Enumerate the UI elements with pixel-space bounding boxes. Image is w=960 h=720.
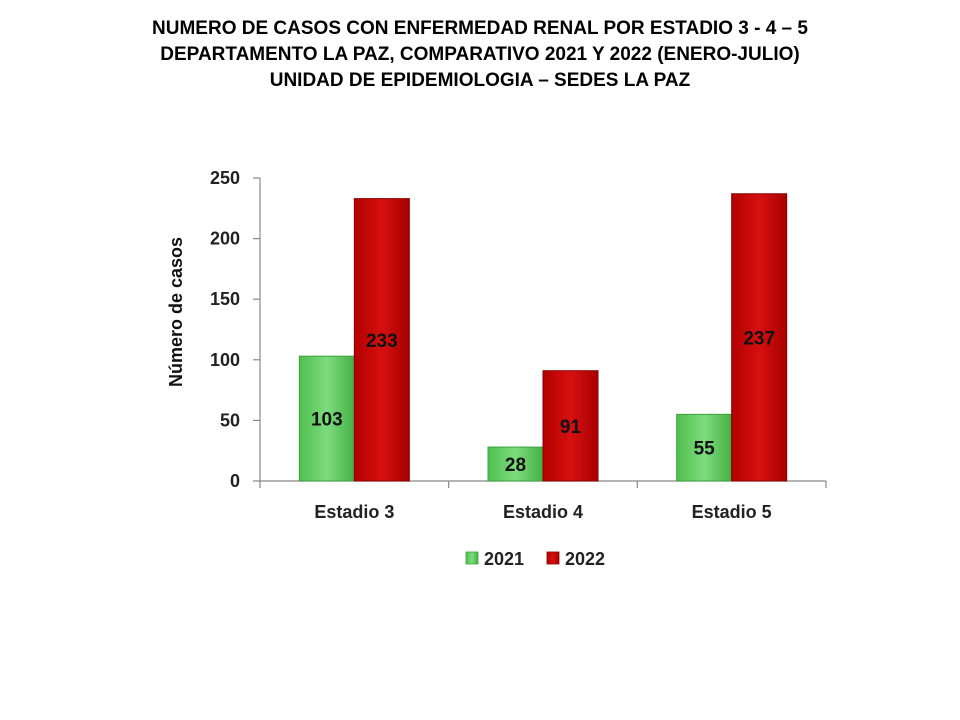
title-line-3: UNIDAD DE EPIDEMIOLOGIA – SEDES LA PAZ: [269, 70, 691, 91]
data-label: 103: [311, 410, 343, 431]
y-tick-label: 50: [220, 410, 240, 430]
y-tick-label: 0: [230, 471, 240, 491]
y-axis-label: Número de casos: [166, 237, 186, 387]
bar-2022: [353, 198, 410, 482]
data-label: 55: [694, 439, 716, 460]
legend-swatch-2022: [546, 551, 560, 565]
data-label: 28: [505, 455, 526, 476]
data-label: 237: [743, 328, 775, 349]
chart-bars: [298, 193, 788, 482]
title-line-2: DEPARTAMENTO LA PAZ, COMPARATIVO 2021 Y …: [160, 44, 800, 65]
x-tick-label: Estadio 3: [314, 502, 394, 522]
bar-2021: [676, 413, 733, 482]
chart-labels: Estadio 3 103 233 Estadio 4 28 91 Estadio 5 55 2…: [311, 328, 775, 522]
legend-label-2022: 2022: [565, 549, 605, 569]
y-tick-label: 250: [210, 168, 240, 188]
x-tick-label: Estadio 5: [692, 502, 772, 522]
x-tick-label: Estadio 4: [503, 502, 583, 522]
data-label: 91: [560, 417, 582, 438]
legend-label-2021: 2021: [484, 549, 524, 569]
y-tick-label: 100: [210, 350, 240, 370]
bar-2022: [542, 370, 599, 482]
data-label: 233: [366, 331, 398, 352]
chart-legend: 2021 2022: [465, 549, 605, 569]
bar-2022: [731, 193, 788, 482]
bar-2021: [298, 355, 355, 482]
title-line-1: NUMERO DE CASOS CON ENFERMEDAD RENAL POR…: [152, 18, 808, 39]
y-tick-label: 150: [210, 289, 240, 309]
chart-title: NUMERO DE CASOS CON ENFERMEDAD RENAL POR…: [0, 16, 960, 94]
legend-swatch-2021: [465, 551, 479, 565]
chart-axes: 0 50 100 150 200 250: [210, 168, 827, 491]
y-tick-label: 200: [210, 229, 240, 249]
